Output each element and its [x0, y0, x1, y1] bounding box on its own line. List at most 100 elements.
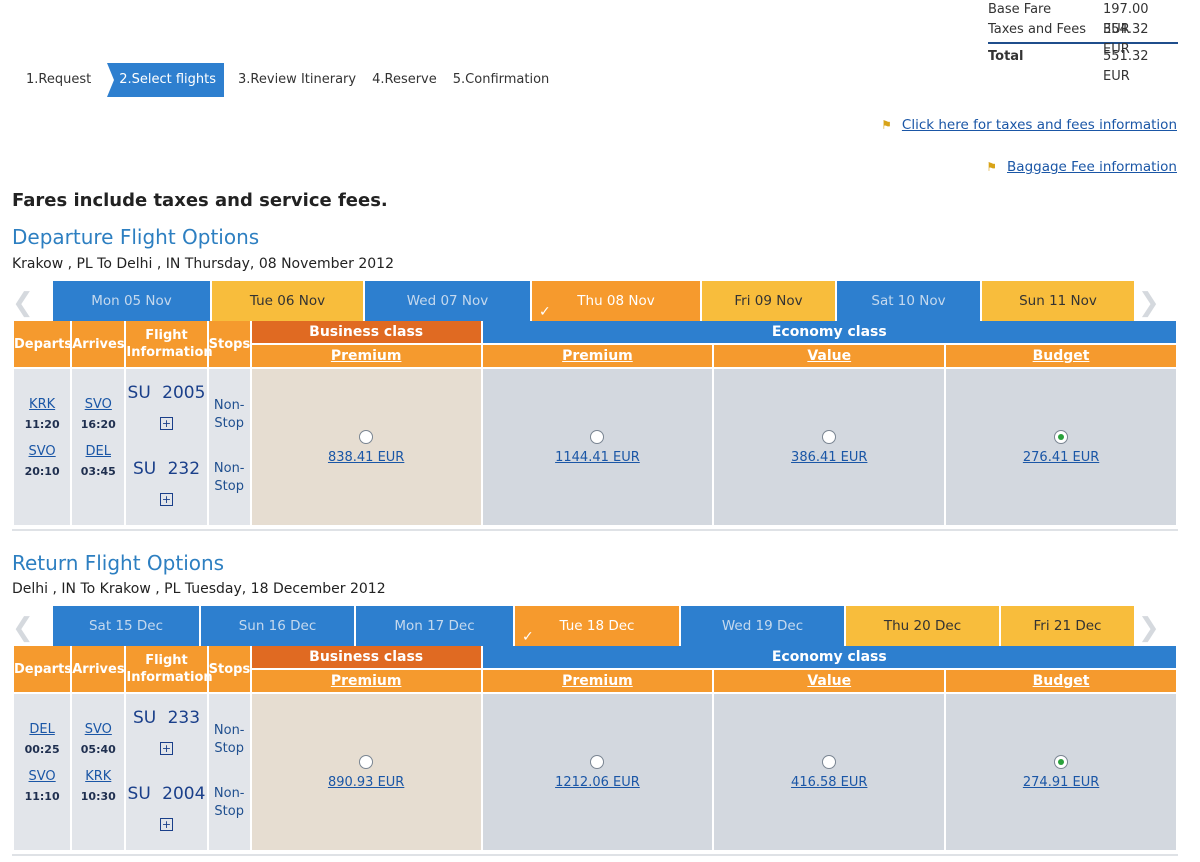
fare-price-link[interactable]: 416.58 EUR: [791, 774, 868, 790]
fare-radio[interactable]: [822, 429, 837, 444]
departs-cell: KRK 11:20 SVO 20:10: [14, 369, 71, 525]
baggage-info-link[interactable]: Baggage Fee information: [1007, 159, 1177, 175]
expand-plus-icon[interactable]: +: [159, 818, 173, 831]
fare-option-economy-premium[interactable]: 1144.41 EUR: [482, 369, 713, 525]
stops-cell: Non-Stop Non-Stop: [208, 369, 250, 525]
total-value: 551.32 EUR: [1103, 49, 1149, 84]
arrival-time: 10:30: [80, 790, 116, 803]
economy-budget-link[interactable]: Budget: [1032, 348, 1090, 364]
fare-radio[interactable]: [359, 754, 374, 769]
base-fare-value: 197.00 EUR: [1103, 2, 1149, 37]
airport-code-link[interactable]: SVO: [84, 722, 112, 737]
business-premium-link[interactable]: Premium: [330, 673, 402, 689]
airport-code-link[interactable]: SVO: [84, 397, 112, 412]
fare-option-economy-value[interactable]: 386.41 EUR: [714, 369, 945, 525]
fare-summary: Base Fare 197.00 EUR Taxes and Fees 354.…: [988, 0, 1178, 84]
summary-divider: [988, 42, 1178, 44]
fare-option-business-premium[interactable]: 890.93 EUR: [251, 694, 481, 850]
fare-price-link[interactable]: 838.41 EUR: [327, 449, 405, 465]
fare-price-link[interactable]: 276.41 EUR: [1022, 449, 1100, 465]
fare-radio[interactable]: [590, 754, 605, 769]
economy-budget-link[interactable]: Budget: [1032, 673, 1090, 689]
arrival-time: 05:40: [80, 743, 116, 756]
departs-header: Departs: [14, 646, 72, 692]
stops-cell: Non-Stop Non-Stop: [208, 694, 250, 850]
airport-code-link[interactable]: KRK: [29, 397, 56, 412]
date-tab[interactable]: Fri 09 Nov: [702, 281, 835, 321]
arrives-header: Arrives: [72, 646, 125, 692]
info-flag-icon: ⚑: [881, 118, 892, 132]
economy-value-link[interactable]: Value: [807, 348, 852, 364]
fare-option-economy-premium[interactable]: 1212.06 EUR: [482, 694, 713, 850]
fare-price-link[interactable]: 386.41 EUR: [791, 449, 868, 465]
taxes-info-link[interactable]: Click here for taxes and fees informatio…: [901, 117, 1177, 133]
economy-value-link[interactable]: Value: [807, 673, 852, 689]
departure-time: 20:10: [24, 465, 60, 478]
date-tab[interactable]: Mon 05 Nov: [53, 281, 210, 321]
taxes-row: Taxes and Fees 354.32 EUR: [988, 20, 1178, 57]
airport-code-link[interactable]: DEL: [85, 444, 111, 459]
date-tab[interactable]: Wed 07 Nov: [365, 281, 530, 321]
expand-plus-icon[interactable]: +: [159, 742, 173, 755]
airport-code-link[interactable]: KRK: [85, 769, 112, 784]
arrives-cell: SVO 05:40 KRK 10:30: [72, 694, 125, 850]
departure-time: 11:10: [24, 790, 60, 803]
fare-price-link[interactable]: 1212.06 EUR: [555, 774, 640, 790]
date-tab[interactable]: Sun 11 Nov: [982, 281, 1134, 321]
step-confirmation[interactable]: 5.Confirmation: [452, 72, 550, 87]
business-class-header: Business class: [251, 321, 481, 343]
date-tab[interactable]: Thu 20 Dec: [846, 606, 999, 646]
fare-option-economy-value[interactable]: 416.58 EUR: [714, 694, 945, 850]
date-tab[interactable]: Mon 17 Dec: [356, 606, 513, 646]
fare-radio-selected[interactable]: [1054, 754, 1069, 769]
fare-family-header: Value: [714, 670, 945, 692]
economy-premium-link[interactable]: Premium: [562, 348, 633, 364]
total-row: Total 551.32 EUR: [988, 47, 1178, 84]
step-request[interactable]: 1.Request: [26, 72, 92, 87]
tab-label: Tue 18 Dec: [559, 618, 635, 634]
date-tab[interactable]: Wed 19 Dec: [681, 606, 844, 646]
date-tab-selected[interactable]: Tue 18 Dec ✓: [515, 606, 679, 646]
prev-arrow-icon[interactable]: ❮: [12, 288, 34, 318]
date-tab-selected[interactable]: Thu 08 Nov ✓: [532, 281, 700, 321]
flight-number: SU 233: [132, 708, 201, 728]
date-tab[interactable]: Sat 15 Dec: [53, 606, 199, 646]
business-premium-link[interactable]: Premium: [330, 348, 402, 364]
date-tab[interactable]: Sun 16 Dec: [201, 606, 354, 646]
fare-option-economy-budget[interactable]: 276.41 EUR: [946, 369, 1176, 525]
fare-radio[interactable]: [590, 429, 605, 444]
step-select-flights[interactable]: 2.Select flights: [107, 63, 225, 97]
fare-price-link[interactable]: 890.93 EUR: [327, 774, 405, 790]
expand-plus-icon[interactable]: +: [159, 493, 173, 506]
fare-price-link[interactable]: 274.91 EUR: [1022, 774, 1100, 790]
airport-code-link[interactable]: SVO: [28, 444, 56, 459]
fare-radio[interactable]: [822, 754, 837, 769]
fare-family-header: Premium: [482, 670, 713, 692]
date-tab[interactable]: Fri 21 Dec: [1001, 606, 1134, 646]
fare-price-link[interactable]: 1144.41 EUR: [555, 449, 640, 465]
taxes-value: 354.32 EUR: [1103, 22, 1149, 57]
fare-family-header: Budget: [946, 670, 1176, 692]
fare-radio-selected[interactable]: [1054, 429, 1069, 444]
departure-date-tabs: ❮ Mon 05 Nov Tue 06 Nov Wed 07 Nov Thu 0…: [12, 281, 1178, 322]
prev-arrow-icon[interactable]: ❮: [12, 613, 34, 643]
fare-option-business-premium[interactable]: 838.41 EUR: [251, 369, 481, 525]
fare-option-economy-budget[interactable]: 274.91 EUR: [946, 694, 1176, 850]
tab-label: Thu 08 Nov: [577, 293, 655, 309]
step-review-itinerary[interactable]: 3.Review Itinerary: [238, 72, 357, 87]
fare-radio[interactable]: [359, 429, 374, 444]
date-tab[interactable]: Sat 10 Nov: [837, 281, 980, 321]
next-arrow-icon[interactable]: ❯: [1138, 613, 1160, 643]
next-arrow-icon[interactable]: ❯: [1138, 288, 1160, 318]
step-reserve[interactable]: 4.Reserve: [372, 72, 437, 87]
date-tab[interactable]: Tue 06 Nov: [212, 281, 363, 321]
economy-premium-link[interactable]: Premium: [562, 673, 633, 689]
taxes-info-link-row: ⚑ Click here for taxes and fees informat…: [881, 117, 1177, 133]
fare-family-header: Premium: [251, 670, 481, 692]
expand-plus-icon[interactable]: +: [159, 417, 173, 430]
stops-header: Stops: [208, 646, 250, 692]
stops-value: Non-Stop: [213, 786, 245, 819]
section-divider: [12, 854, 1178, 856]
airport-code-link[interactable]: DEL: [29, 722, 55, 737]
airport-code-link[interactable]: SVO: [28, 769, 56, 784]
